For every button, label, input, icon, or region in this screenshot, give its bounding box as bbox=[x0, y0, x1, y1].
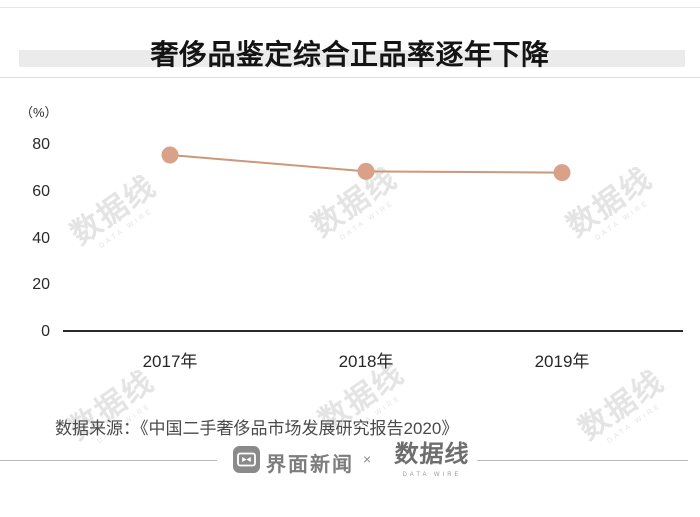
data-point-2019年 bbox=[553, 164, 571, 182]
header-divider bbox=[0, 77, 700, 78]
jiemian-news-icon bbox=[233, 446, 260, 478]
source-note: 数据来源：《中国二手奢侈品市场发展研究报告2020》 bbox=[55, 419, 459, 438]
collab-x-separator: × bbox=[363, 451, 372, 467]
datawire-wordmark: 数据线 bbox=[393, 441, 471, 468]
y-tick-60: 60 bbox=[32, 182, 50, 200]
x-label-2019: 2019年 bbox=[534, 352, 590, 371]
y-tick-40: 40 bbox=[32, 229, 50, 247]
data-point-2017年 bbox=[161, 146, 179, 164]
title-highlight-band bbox=[19, 50, 685, 67]
top-border bbox=[0, 7, 700, 8]
y-tick-80: 80 bbox=[32, 136, 50, 153]
y-axis-unit-label: （%） bbox=[20, 105, 58, 120]
y-tick-0: 0 bbox=[41, 323, 50, 340]
data-point-2018年 bbox=[357, 162, 375, 180]
jiemian-news-wordmark: 界面新闻 bbox=[266, 454, 354, 476]
footer-divider-right bbox=[477, 460, 688, 461]
datawire-logo: 数据线 DATA WIRE bbox=[392, 441, 472, 478]
footer-divider-left bbox=[0, 460, 217, 461]
x-axis-line bbox=[63, 330, 683, 332]
chart-title: 奢侈品鉴定综合正品率逐年下降 bbox=[150, 39, 550, 70]
y-tick-20: 20 bbox=[32, 275, 50, 293]
x-label-2017: 2017年 bbox=[142, 352, 198, 371]
x-label-2018: 2018年 bbox=[338, 352, 394, 371]
datawire-subtext: DATA WIRE bbox=[402, 471, 462, 478]
